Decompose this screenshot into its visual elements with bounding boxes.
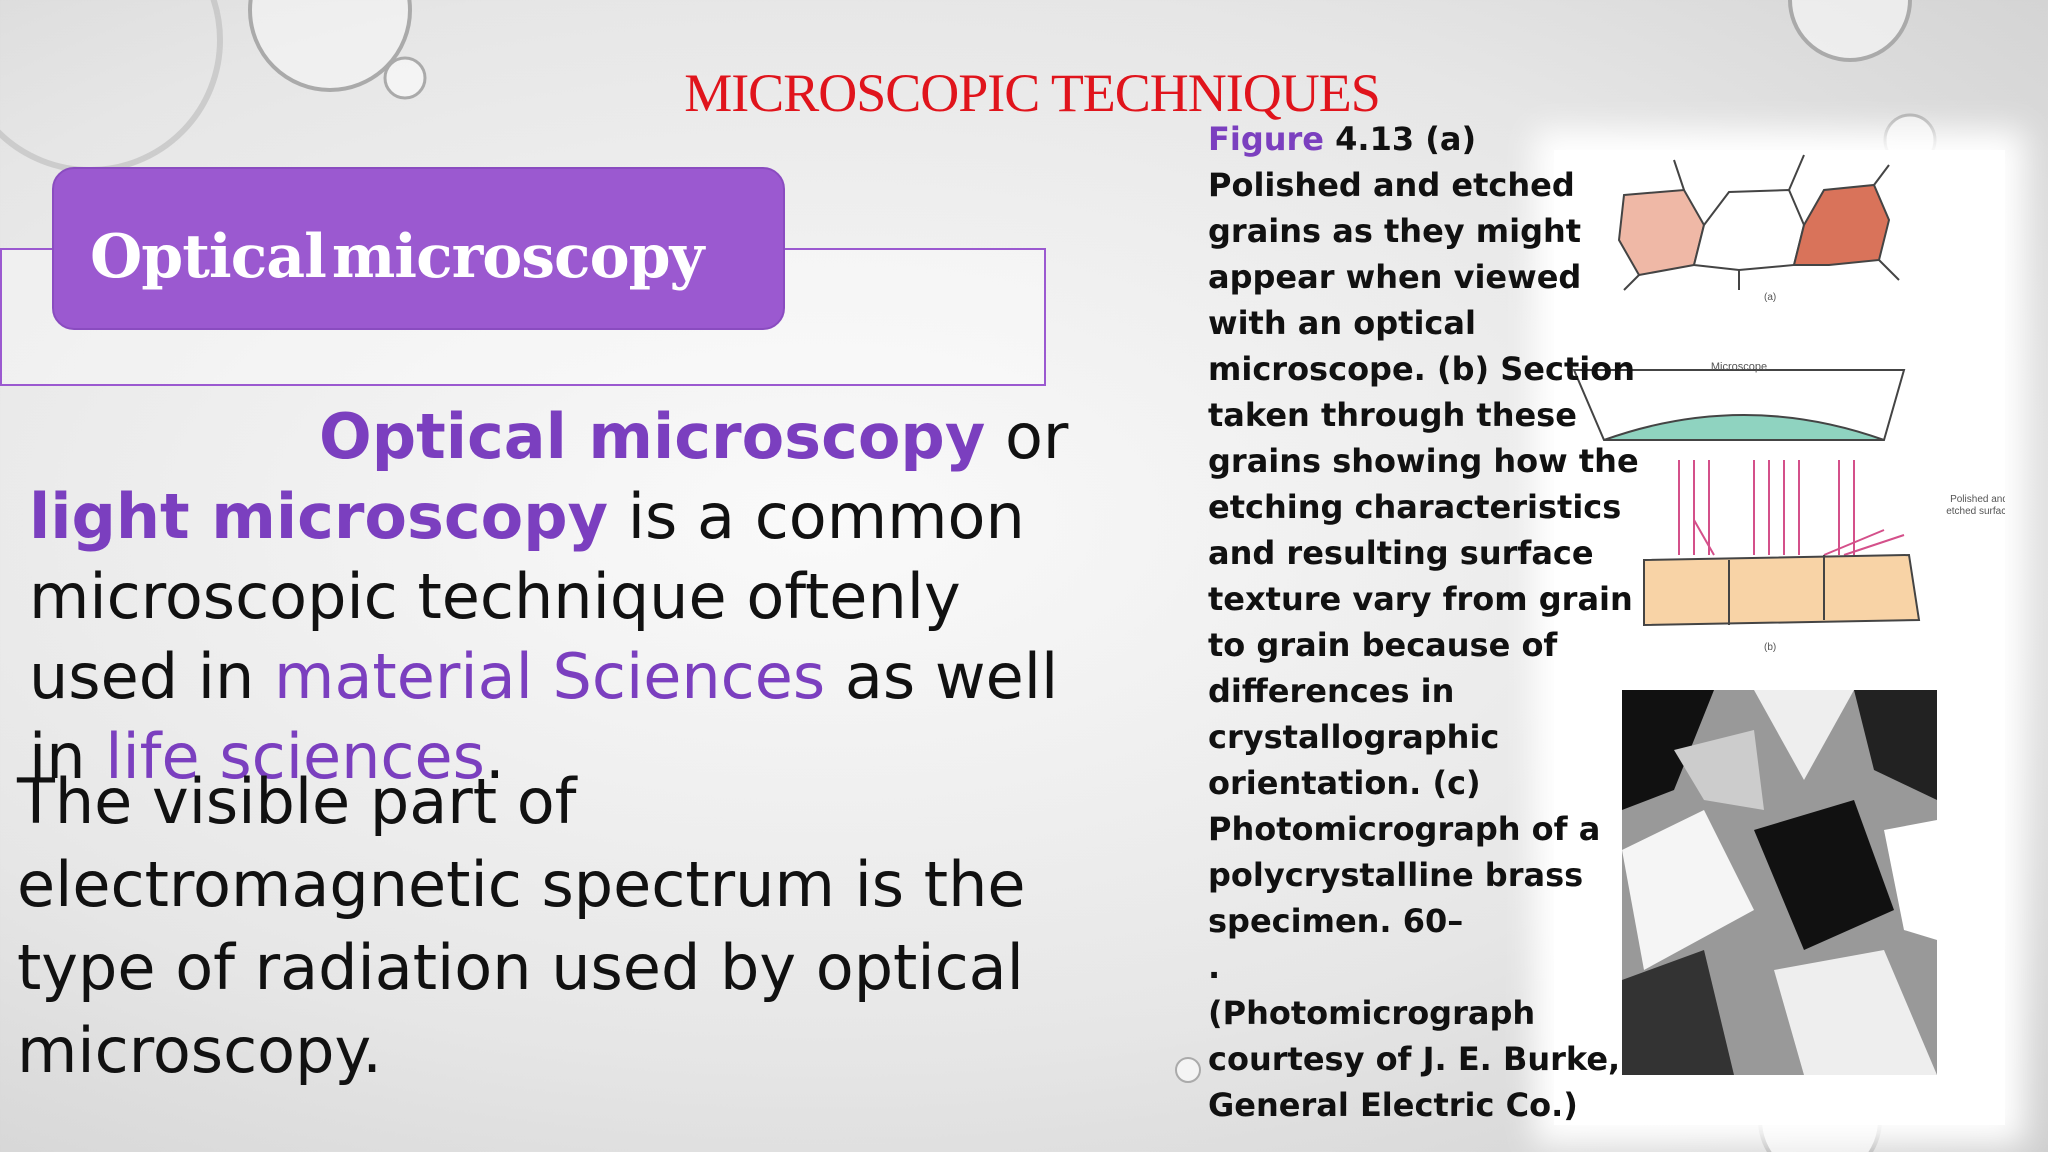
- figure-label: etched surface: [1946, 506, 2005, 517]
- caption-line: Figure 4.13 (a): [1208, 116, 1639, 162]
- caption-line: and resulting surface: [1208, 530, 1639, 576]
- caption-line: etching characteristics: [1208, 484, 1639, 530]
- heading-box: [52, 167, 785, 330]
- paragraph: The visible part of electromagnetic spect…: [17, 760, 1026, 1092]
- caption-text: taken through these: [1208, 396, 1577, 434]
- figure-label: Microscope: [1711, 361, 1767, 373]
- caption-text: courtesy of J. E. Burke,: [1208, 1040, 1621, 1078]
- caption-text: General Electric Co.): [1208, 1086, 1578, 1124]
- text-run: life sciences: [105, 720, 485, 793]
- caption-text: with an optical: [1208, 304, 1476, 342]
- grains: [1617, 154, 1900, 291]
- caption-line: taken through these: [1208, 392, 1639, 438]
- caption-text: 4.13 (a): [1335, 120, 1477, 158]
- caption-line: texture vary from grain: [1208, 576, 1639, 622]
- text-line: electromagnetic spectrum is the: [17, 848, 1026, 921]
- text-line: The visible part of: [17, 765, 577, 838]
- caption-text: and resulting surface: [1208, 534, 1594, 572]
- figure-panel: (a) Microscope Polished and etched surfa…: [1554, 150, 2012, 1125]
- heading: Optical microscopy: [90, 222, 704, 292]
- caption-line: grains as they might: [1208, 208, 1639, 254]
- text-line: microscopy.: [17, 1014, 383, 1087]
- figure-caption: Figure 4.13 (a) Polished and etched grains…: [1208, 116, 1639, 1128]
- text-run: .: [484, 720, 505, 793]
- caption-text: grains showing how the: [1208, 442, 1639, 480]
- caption-line: microscope. (b) Section: [1208, 346, 1639, 392]
- figure-label: (a): [1764, 292, 1776, 303]
- text-run: material Sciences: [274, 640, 826, 713]
- caption-line: Polished and etched: [1208, 162, 1639, 208]
- caption-text: to grain because of: [1208, 626, 1558, 664]
- text-run: or: [985, 400, 1089, 473]
- caption-text: polycrystalline brass: [1208, 856, 1584, 894]
- caption-line: courtesy of J. E. Burke,: [1208, 1036, 1639, 1082]
- caption-line: with an optical: [1208, 300, 1639, 346]
- caption-line: appear when viewed: [1208, 254, 1639, 300]
- caption-text: grains as they might: [1208, 212, 1582, 250]
- caption-line: grains showing how the: [1208, 438, 1639, 484]
- text-run: is a common microscopic technique oftenl…: [29, 480, 1045, 713]
- caption-line: Photomicrograph of a: [1208, 806, 1639, 852]
- caption-label: Figure: [1208, 120, 1324, 158]
- micrograph: [1622, 690, 1937, 1075]
- caption-line: (Photomicrograph: [1208, 990, 1639, 1036]
- caption-line: .: [1208, 944, 1639, 990]
- caption-text: Photomicrograph of a: [1208, 810, 1601, 848]
- caption-text: (Photomicrograph: [1208, 994, 1536, 1032]
- caption-text: orientation. (c): [1208, 764, 1481, 802]
- caption-line: orientation. (c): [1208, 760, 1639, 806]
- caption-line: differences in: [1208, 668, 1639, 714]
- text-run: Optical microscopy: [319, 400, 986, 473]
- caption-line: General Electric Co.): [1208, 1082, 1639, 1128]
- text-run: as well in: [29, 640, 1078, 793]
- slide-title: MICROSCOPIC TECHNIQUES: [684, 63, 1381, 123]
- arrows: [1678, 460, 1905, 556]
- paragraph: Optical microscopy or light microscopy i…: [29, 397, 1119, 797]
- figure: (a) Microscope Polished and etched surfa…: [1572, 154, 2012, 1075]
- figure-label: Polished and: [1950, 494, 2005, 505]
- caption-text: Polished and etched: [1208, 166, 1575, 204]
- caption-text: microscope. (b) Section: [1208, 350, 1635, 388]
- caption-text: crystallographic: [1208, 718, 1500, 756]
- caption-line: polycrystalline brass: [1208, 852, 1639, 898]
- caption-text: etching characteristics: [1208, 488, 1622, 526]
- text-line: type of radiation used by optical: [17, 931, 1024, 1004]
- caption-text: differences in: [1208, 672, 1455, 710]
- text-run: light microscopy: [29, 480, 609, 553]
- caption-line: specimen. 60–: [1208, 898, 1639, 944]
- figure-label: (b): [1764, 642, 1776, 653]
- caption-text: .: [1208, 948, 1221, 986]
- caption-text: specimen. 60–: [1208, 902, 1464, 940]
- caption-text: appear when viewed: [1208, 258, 1582, 296]
- caption-text: texture vary from grain: [1208, 580, 1633, 618]
- caption-line: crystallographic: [1208, 714, 1639, 760]
- caption-line: to grain because of: [1208, 622, 1639, 668]
